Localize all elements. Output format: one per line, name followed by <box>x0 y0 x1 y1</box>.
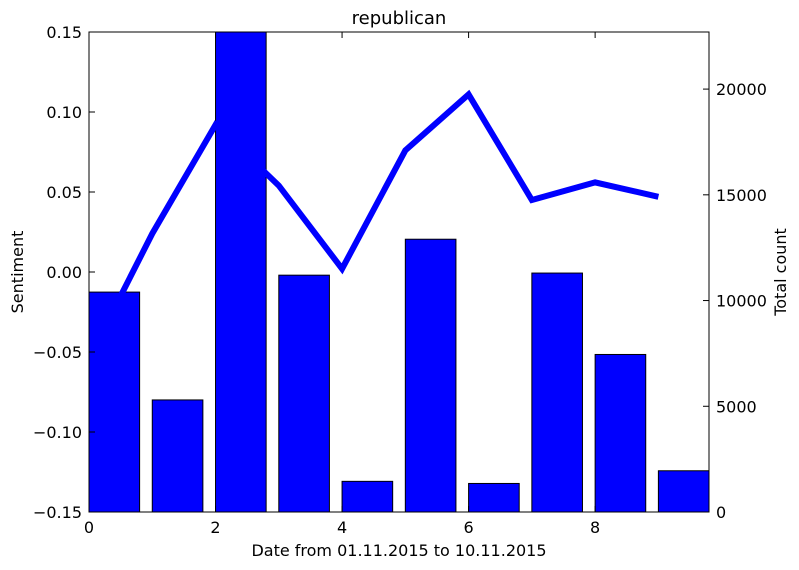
y-left-tick-label: 0.05 <box>46 183 82 202</box>
y-right-tick-label: 15000 <box>716 186 767 205</box>
y-right-tick-label: 20000 <box>716 80 767 99</box>
bar <box>278 274 330 513</box>
sentiment-line-layer <box>117 89 660 298</box>
x-tick-label: 6 <box>463 518 473 537</box>
y-right-axis-label: Total count <box>771 228 790 317</box>
ticks-layer: 0 2 4 6 8 −0.15 −0.10 −0.05 0.00 0.05 0.10 0.15 0 500… <box>33 23 767 537</box>
y-left-tick-label: 0.00 <box>46 263 82 282</box>
y-left-tick-label: −0.10 <box>33 423 82 442</box>
bar <box>215 31 267 513</box>
x-tick-label: 2 <box>210 518 220 537</box>
y-right-tick-label: 0 <box>716 503 726 522</box>
x-tick-label: 0 <box>84 518 94 537</box>
bar <box>151 399 204 513</box>
y-left-tick-label: −0.05 <box>33 343 82 362</box>
x-tick-label: 8 <box>590 518 600 537</box>
chart-title: republican <box>352 8 447 29</box>
y-left-tick-label: 0.10 <box>46 103 82 122</box>
bar <box>531 272 583 513</box>
bar <box>657 470 710 513</box>
y-left-axis-label: Sentiment <box>8 231 27 314</box>
bar <box>341 480 394 513</box>
bar <box>468 482 520 513</box>
bar <box>404 238 457 513</box>
sentiment-line <box>117 89 660 298</box>
x-tick-label: 4 <box>337 518 347 537</box>
x-axis-label: Date from 01.11.2015 to 10.11.2015 <box>251 541 546 560</box>
y-left-tick-label: 0.15 <box>46 23 82 42</box>
y-right-tick-label: 5000 <box>716 397 757 416</box>
y-right-tick-label: 10000 <box>716 292 767 311</box>
bars-layer <box>88 31 710 513</box>
bar <box>88 291 141 513</box>
y-left-tick-label: −0.15 <box>33 503 82 522</box>
bar <box>594 353 647 513</box>
